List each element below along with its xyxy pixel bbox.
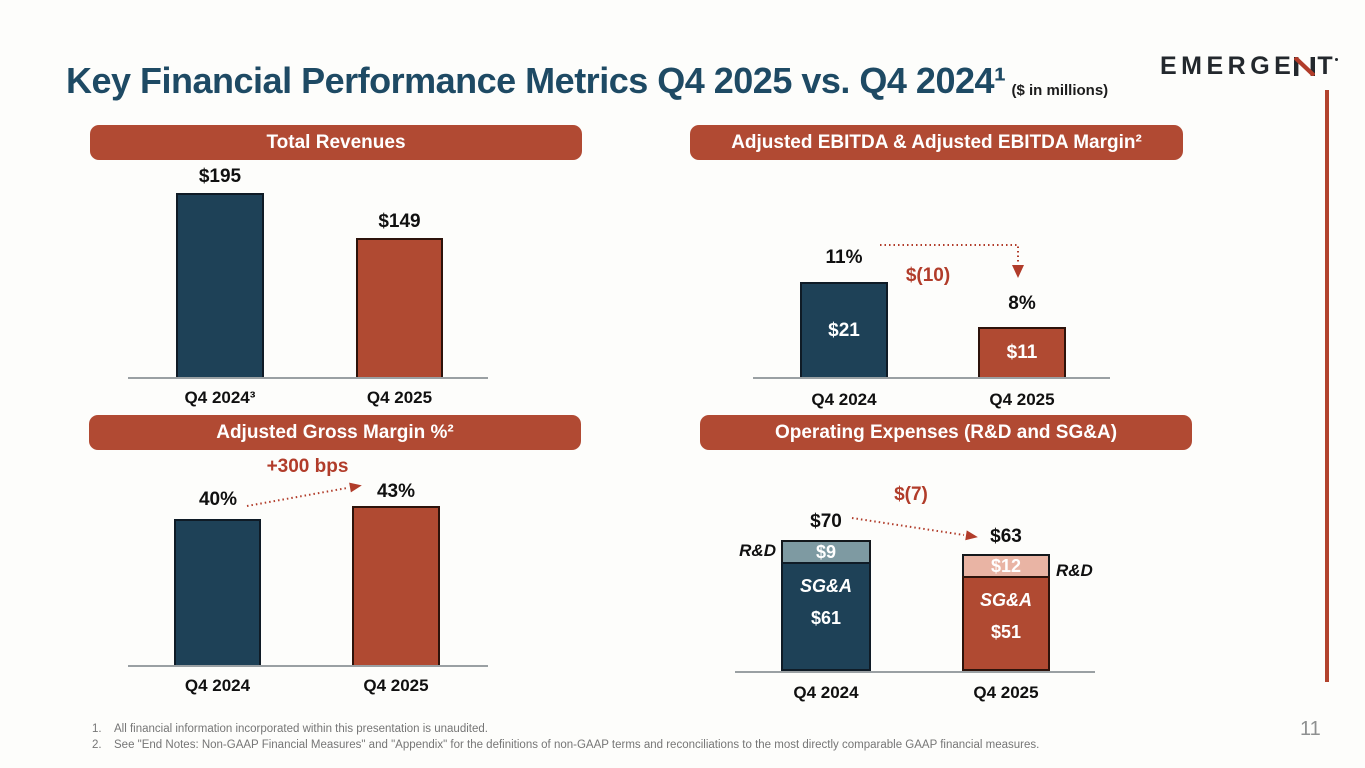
footnotes: 1. All financial information incorporate…: [92, 722, 1212, 753]
opex-dotted-arrow-icon: [851, 517, 978, 541]
title-block: Key Financial Performance Metrics Q4 202…: [66, 62, 1108, 100]
panel-header-label: Operating Expenses (R&D and SG&A): [774, 421, 1118, 443]
ebitda-q4-2024-margin: 11%: [825, 247, 863, 268]
accent-vertical-rule: [1325, 90, 1329, 682]
page-number: 11: [1300, 718, 1321, 740]
ebitda-delta: $(10): [905, 265, 951, 286]
panel-header-gross-margin: Adjusted Gross Margin %²: [89, 415, 581, 450]
ebitda-q4-2024-value: $21: [828, 319, 860, 341]
gross-margin-q4-2024-bar: [174, 519, 261, 667]
logo-text-suffix: T: [1317, 52, 1338, 80]
ebitda-dotted-arrow-icon: [880, 244, 1024, 278]
revenues-q4-2025-value: $149: [378, 211, 421, 232]
revenues-q4-2025-label: Q4 2025: [366, 388, 433, 407]
ebitda-q4-2025-margin: 8%: [1008, 293, 1036, 314]
gross-margin-dotted-arrow-icon: [246, 482, 362, 507]
emergent-logo: EMERGE T: [1160, 52, 1339, 81]
gross-margin-q4-2024-value: 40%: [198, 489, 238, 510]
panel-header-ebitda: Adjusted EBITDA & Adjusted EBITDA Margin…: [690, 125, 1183, 160]
gross-margin-axis: [128, 665, 488, 667]
opex-sga-name: SG&A: [799, 576, 852, 596]
units-note: ($ in millions): [1011, 82, 1109, 99]
opex-q4-2025-rd-segment: $12: [962, 554, 1050, 578]
opex-q4-2024-sga-segment: SG&A $61: [781, 562, 871, 671]
opex-q4-2024-total: $70: [810, 511, 842, 532]
opex-q4-2025-sga-value: $51: [990, 622, 1022, 642]
ebitda-q4-2024-bar: $21: [800, 282, 888, 379]
ebitda-axis: [753, 377, 1110, 379]
footnote-text: See "End Notes: Non-GAAP Financial Measu…: [114, 738, 1040, 751]
footnote-number: 2.: [92, 738, 102, 751]
revenues-q4-2024-bar: [176, 193, 264, 379]
opex-axis: [735, 671, 1095, 673]
gross-margin-q4-2024-label: Q4 2024: [184, 676, 251, 695]
panel-header-opex: Operating Expenses (R&D and SG&A): [700, 415, 1192, 450]
opex-q4-2025-rd-value: $12: [990, 555, 1022, 576]
opex-q4-2025-total: $63: [990, 526, 1022, 547]
panel-header-label: Adjusted Gross Margin %²: [216, 421, 454, 443]
ebitda-q4-2025-label: Q4 2025: [989, 390, 1055, 409]
gross-margin-delta: +300 bps: [266, 456, 349, 477]
opex-q4-2025-sga-segment: SG&A $51: [962, 576, 1050, 671]
footnote-number: 1.: [92, 723, 102, 735]
opex-q4-2024-rd-value: $9: [815, 541, 837, 562]
panel-header-total-revenues: Total Revenues: [90, 125, 582, 160]
page-title: Key Financial Performance Metrics Q4 202…: [66, 60, 1006, 101]
opex-q4-2024-label: Q4 2024: [793, 683, 859, 702]
ebitda-q4-2025-bar: $11: [978, 327, 1066, 379]
gross-margin-q4-2025-value: 43%: [376, 481, 416, 502]
ebitda-q4-2024-label: Q4 2024: [811, 390, 877, 409]
logo-n-icon: [1294, 57, 1316, 76]
revenues-axis: [128, 377, 488, 379]
logo-text-prefix: EMERGE: [1160, 52, 1296, 80]
logo-registered-mark: [1335, 58, 1339, 61]
revenues-q4-2025-bar: [356, 238, 443, 379]
opex-q4-2024-rd-segment: $9: [781, 540, 871, 564]
panel-header-label: Adjusted EBITDA & Adjusted EBITDA Margin…: [731, 131, 1142, 153]
footnote-1: 1. All financial information incorporate…: [92, 722, 1212, 738]
panel-header-label: Total Revenues: [266, 131, 406, 153]
footnote-2: 2. See "End Notes: Non-GAAP Financial Me…: [92, 738, 1212, 754]
footnote-text: All financial information incorporated w…: [114, 723, 488, 735]
gross-margin-q4-2025-label: Q4 2025: [363, 676, 429, 695]
opex-rd-label-left: R&D: [739, 541, 776, 560]
opex-q4-2024-sga-value: $61: [810, 608, 842, 628]
opex-q4-2025-label: Q4 2025: [973, 683, 1039, 702]
revenues-q4-2024-label: Q4 2024³: [184, 388, 256, 407]
opex-sga-name: SG&A: [979, 590, 1032, 610]
gross-margin-q4-2025-bar: [352, 506, 440, 667]
opex-delta: $(7): [894, 484, 928, 505]
ebitda-q4-2025-value: $11: [1006, 342, 1038, 363]
revenues-q4-2024-value: $195: [198, 166, 242, 187]
opex-rd-label-right: R&D: [1056, 561, 1093, 580]
